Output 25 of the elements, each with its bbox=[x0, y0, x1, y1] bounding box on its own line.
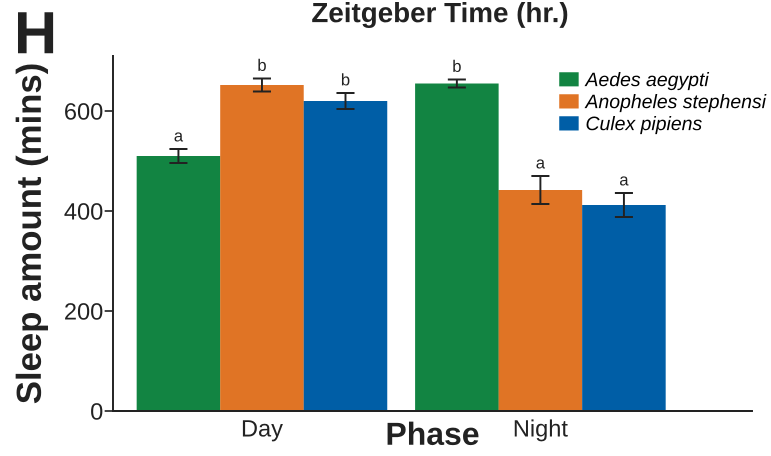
bar bbox=[582, 205, 666, 411]
bar bbox=[220, 85, 304, 411]
text: Zeitgeber Time (hr.) bbox=[312, 2, 568, 28]
legend-label: Aedes aegypti bbox=[584, 72, 710, 90]
bar bbox=[415, 84, 499, 411]
x-axis-title: Phase bbox=[388, 422, 478, 446]
y-tick-label: 0 bbox=[91, 403, 102, 420]
text: H bbox=[18, 12, 54, 54]
legend-label: Culex pipiens bbox=[586, 116, 702, 134]
x-tick-label: Night bbox=[514, 419, 568, 442]
bar bbox=[304, 101, 388, 411]
data-label: b bbox=[258, 58, 266, 72]
data-label: a bbox=[536, 159, 546, 169]
data-label: b bbox=[453, 60, 461, 72]
data-label: a bbox=[174, 132, 184, 142]
legend-label: Anopheles stephensi bbox=[584, 94, 766, 112]
y-tick-label: 600 bbox=[65, 103, 102, 120]
bar bbox=[498, 190, 582, 411]
x-tick-label: Day bbox=[242, 420, 283, 442]
y-axis-title: Sleep amount (mins) bbox=[16, 64, 48, 404]
data-label: a bbox=[620, 176, 629, 186]
data-label: b bbox=[342, 73, 350, 86]
y-tick-label: 200 bbox=[65, 303, 102, 320]
bar bbox=[136, 156, 220, 411]
y-tick-label: 400 bbox=[64, 203, 102, 220]
